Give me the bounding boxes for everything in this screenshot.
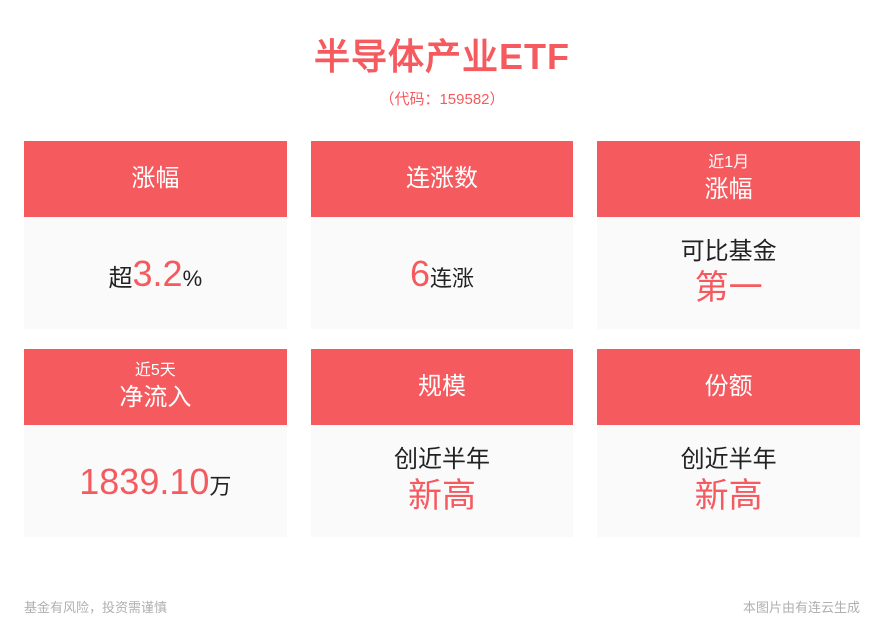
stat-card: 规模创近半年新高	[311, 349, 574, 537]
card-header-main: 份额	[705, 371, 753, 402]
card-body-line: 6连涨	[410, 251, 474, 296]
header: 半导体产业ETF （代码：159582）	[24, 28, 860, 109]
card-value: 3.2	[133, 251, 183, 296]
page-title: 半导体产业ETF	[24, 28, 860, 80]
card-header: 近5天净流入	[24, 349, 287, 425]
card-body-bottom: 新高	[695, 475, 763, 518]
card-header: 规模	[311, 349, 574, 425]
card-value-suffix: %	[183, 265, 203, 293]
card-body: 超3.2%	[24, 217, 287, 329]
card-header-main: 连涨数	[406, 163, 478, 194]
page-subtitle: （代码：159582）	[24, 88, 860, 109]
card-header: 近1月涨幅	[597, 141, 860, 217]
card-header-main: 涨幅	[705, 174, 753, 205]
card-header: 连涨数	[311, 141, 574, 217]
card-body: 1839.10万	[24, 425, 287, 537]
card-body-line: 1839.10万	[79, 459, 231, 504]
card-body-line: 超3.2%	[109, 251, 203, 296]
stat-card: 连涨数 6连涨	[311, 141, 574, 329]
card-header-main: 规模	[418, 371, 466, 402]
stat-card: 近5天净流入 1839.10万	[24, 349, 287, 537]
card-header: 涨幅	[24, 141, 287, 217]
card-header-main: 净流入	[119, 382, 191, 413]
card-header-small: 近5天	[135, 361, 176, 382]
card-header-main: 涨幅	[131, 163, 179, 194]
card-body-top: 创近半年	[394, 445, 490, 475]
card-value-suffix: 连涨	[430, 265, 474, 293]
disclaimer-text: 基金有风险，投资需谨慎	[24, 597, 167, 616]
card-header-small: 近1月	[708, 153, 749, 174]
infographic-container: 半导体产业ETF （代码：159582） 涨幅超3.2%连涨数6连涨近1月涨幅可…	[0, 0, 884, 537]
attribution-text: 本图片由有连云生成	[743, 597, 860, 616]
card-body-top: 可比基金	[681, 237, 777, 267]
card-body-top: 创近半年	[681, 445, 777, 475]
card-value-prefix: 超	[109, 264, 133, 294]
card-grid: 涨幅超3.2%连涨数6连涨近1月涨幅可比基金第一近5天净流入1839.10万规模…	[24, 141, 860, 537]
card-header: 份额	[597, 349, 860, 425]
stat-card: 份额创近半年新高	[597, 349, 860, 537]
card-body: 创近半年新高	[311, 425, 574, 537]
card-body: 6连涨	[311, 217, 574, 329]
stat-card: 涨幅超3.2%	[24, 141, 287, 329]
card-body-bottom: 第一	[695, 267, 763, 310]
card-value-suffix: 万	[209, 473, 231, 501]
card-body: 创近半年新高	[597, 425, 860, 537]
footer: 基金有风险，投资需谨慎 本图片由有连云生成	[24, 597, 860, 616]
stat-card: 近1月涨幅可比基金第一	[597, 141, 860, 329]
card-value: 1839.10	[79, 459, 209, 504]
card-value: 6	[410, 251, 430, 296]
card-body-bottom: 新高	[408, 475, 476, 518]
card-body: 可比基金第一	[597, 217, 860, 329]
